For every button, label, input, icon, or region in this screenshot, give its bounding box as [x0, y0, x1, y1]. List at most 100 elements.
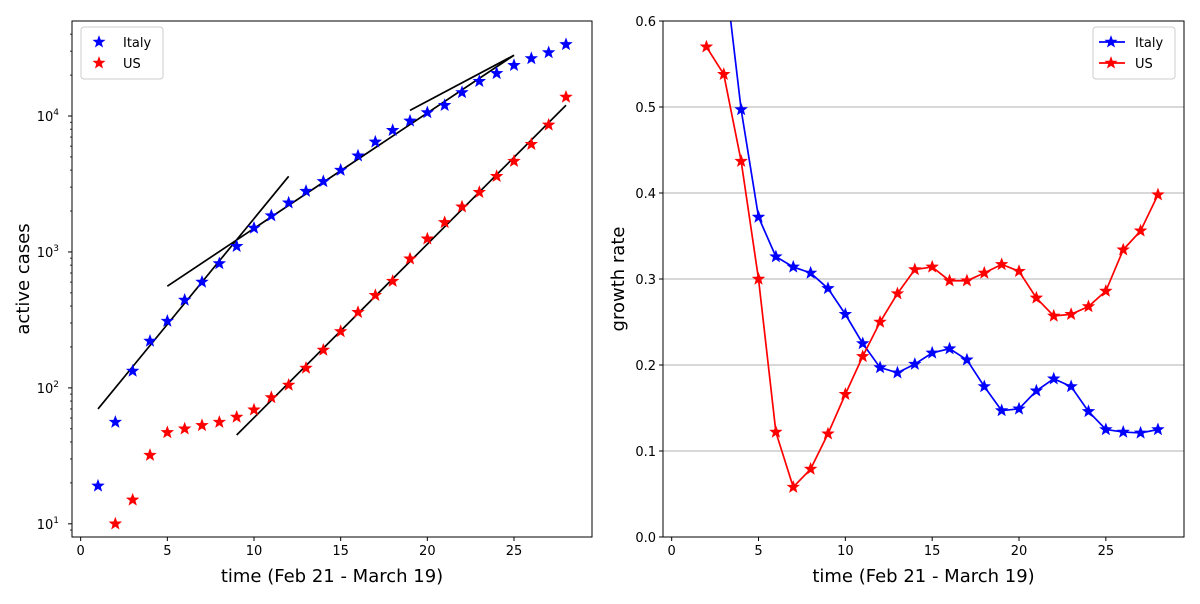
data-point	[108, 516, 123, 530]
data-point	[1133, 223, 1148, 237]
series-us	[108, 89, 573, 530]
series-us	[699, 39, 1165, 493]
data-point	[420, 231, 435, 245]
data-point	[281, 377, 296, 391]
x-tick-label: 0	[668, 544, 676, 559]
data-point	[960, 273, 974, 287]
data-point	[1099, 283, 1113, 297]
plot-frame	[71, 20, 593, 538]
legend-label: US	[1135, 57, 1153, 72]
data-point	[977, 379, 991, 393]
x-tick-label: 20	[1011, 544, 1028, 559]
data-point	[856, 349, 870, 363]
data-point	[333, 324, 348, 338]
data-point	[942, 273, 957, 287]
data-point	[455, 85, 469, 99]
data-point	[160, 425, 175, 439]
data-point	[316, 174, 331, 188]
data-point	[803, 462, 818, 475]
data-point	[734, 102, 748, 116]
data-point	[559, 37, 573, 51]
legend-label: US	[123, 57, 141, 72]
data-point	[890, 365, 905, 379]
data-point	[368, 134, 383, 148]
data-point	[838, 307, 853, 320]
data-point	[1151, 187, 1165, 201]
data-point	[507, 58, 521, 72]
data-point	[1081, 404, 1096, 418]
data-point	[229, 410, 244, 423]
legend-box	[1092, 26, 1176, 80]
legend-marker	[92, 35, 106, 48]
x-axis-label: time (Feb 21 - March 19)	[812, 566, 1034, 587]
data-point	[873, 360, 887, 374]
data-point	[524, 137, 539, 150]
legend: Italy US	[80, 26, 164, 80]
x-tick-label: 10	[246, 544, 263, 559]
data-point	[247, 220, 261, 234]
data-point	[1012, 401, 1026, 415]
data-point	[177, 292, 192, 306]
data-point	[316, 342, 331, 356]
data-point	[925, 345, 939, 359]
data-point	[925, 259, 939, 273]
data-point	[1029, 290, 1044, 304]
data-point	[541, 45, 556, 59]
y-tick-label: 0.6	[635, 15, 656, 30]
data-point	[195, 274, 209, 288]
data-point	[143, 334, 157, 347]
data-point	[1047, 308, 1061, 322]
data-point	[125, 492, 140, 506]
growth-rate-chart: 0 5 10 15 20 25 0.0 0.1 0.2 0.3 0.4 0.5 0.6 time (F…	[608, 15, 1185, 587]
x-tick-label: 5	[163, 544, 171, 559]
data-point	[1151, 422, 1165, 436]
data-point	[489, 169, 504, 183]
y-tick-label: 0.3	[635, 273, 656, 288]
data-point	[489, 66, 504, 80]
data-point	[524, 51, 539, 65]
y-tick-label: 0.1	[635, 445, 656, 460]
data-point	[507, 154, 521, 167]
data-point	[856, 336, 870, 350]
data-point	[437, 215, 452, 229]
legend: Italy US	[1092, 26, 1176, 80]
legend-marker	[1104, 35, 1118, 48]
y-tick-label: 0.5	[635, 101, 656, 116]
data-point	[160, 314, 175, 327]
data-point	[769, 425, 783, 438]
data-point	[734, 154, 748, 167]
legend-marker	[92, 56, 106, 69]
series-line	[729, 21, 1159, 434]
data-point	[385, 274, 400, 287]
data-point	[1099, 422, 1113, 436]
data-point	[873, 314, 887, 328]
data-point	[751, 271, 766, 285]
data-point	[455, 199, 469, 213]
x-tick-label: 25	[506, 544, 523, 559]
data-point	[420, 105, 435, 119]
data-point	[351, 148, 365, 162]
data-point	[1133, 425, 1148, 439]
legend-marker	[1104, 56, 1118, 69]
data-point	[994, 257, 1009, 271]
data-point	[821, 281, 835, 295]
x-tick-label: 15	[924, 544, 941, 559]
active-cases-chart: 0 5 10 15 20 25 101 102 103 104 time (Feb 21 - M…	[13, 20, 593, 587]
y-tick-label: 0.0	[635, 531, 656, 546]
data-point	[890, 286, 905, 300]
data-point	[786, 259, 800, 273]
y-tick-label: 0.4	[635, 187, 656, 202]
y-tick-label: 104	[37, 108, 60, 125]
data-point	[751, 210, 766, 223]
data-point	[299, 360, 313, 374]
data-point	[821, 426, 835, 440]
data-point	[281, 195, 296, 209]
data-point	[541, 117, 556, 131]
x-tick-label: 10	[837, 544, 854, 559]
legend-label: Italy	[123, 36, 152, 51]
data-point	[472, 74, 487, 88]
fit-line	[409, 54, 515, 112]
data-point	[403, 251, 417, 265]
